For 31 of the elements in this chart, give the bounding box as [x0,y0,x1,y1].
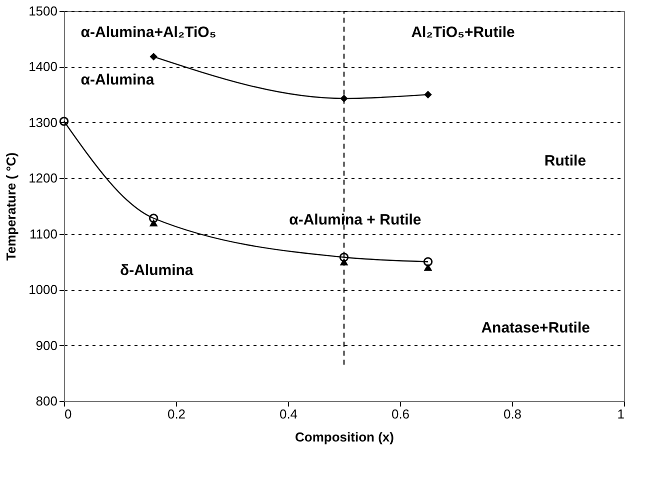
y-tick-label: 1200 [28,170,58,186]
annotation: α-Alumina [80,72,155,89]
x-tick-label: 0.6 [391,406,410,422]
x-tick-label: 0.4 [279,406,298,422]
point [424,90,432,98]
annotation: α-Alumina + Rutile [289,211,422,228]
y-tick-label: 1500 [28,4,58,18]
y-axis-title: Temperature ( °C) [4,152,19,261]
point [339,252,349,262]
x-tick-label: 0 [64,406,72,422]
x-tick-label: 1 [617,406,624,422]
annotation: Rutile [544,152,586,170]
point [340,258,348,266]
y-tick-label: 1000 [28,282,58,298]
x-tick-label: 0.8 [503,406,522,422]
annotation: Anatase+Rutile [481,319,590,336]
annotation: δ-Alumina [120,262,194,280]
point [148,214,158,223]
point [424,264,432,271]
y-tick-label: 1400 [28,59,58,74]
y-tick-label: 1300 [28,114,58,130]
annotation: Al₂TiO₅+Rutile [411,24,515,42]
y-tick-label: 1100 [30,226,58,242]
annotation: α-Alumina+Al₂TiO₅ [80,24,216,42]
point [150,52,158,61]
x-tick-label: 0.2 [167,406,186,422]
point [423,257,433,266]
y-tick-label: 900 [36,338,58,353]
x-axis-title: Composition (x) [295,430,394,444]
y-tick-label: 800 [36,394,58,408]
point [149,219,158,226]
